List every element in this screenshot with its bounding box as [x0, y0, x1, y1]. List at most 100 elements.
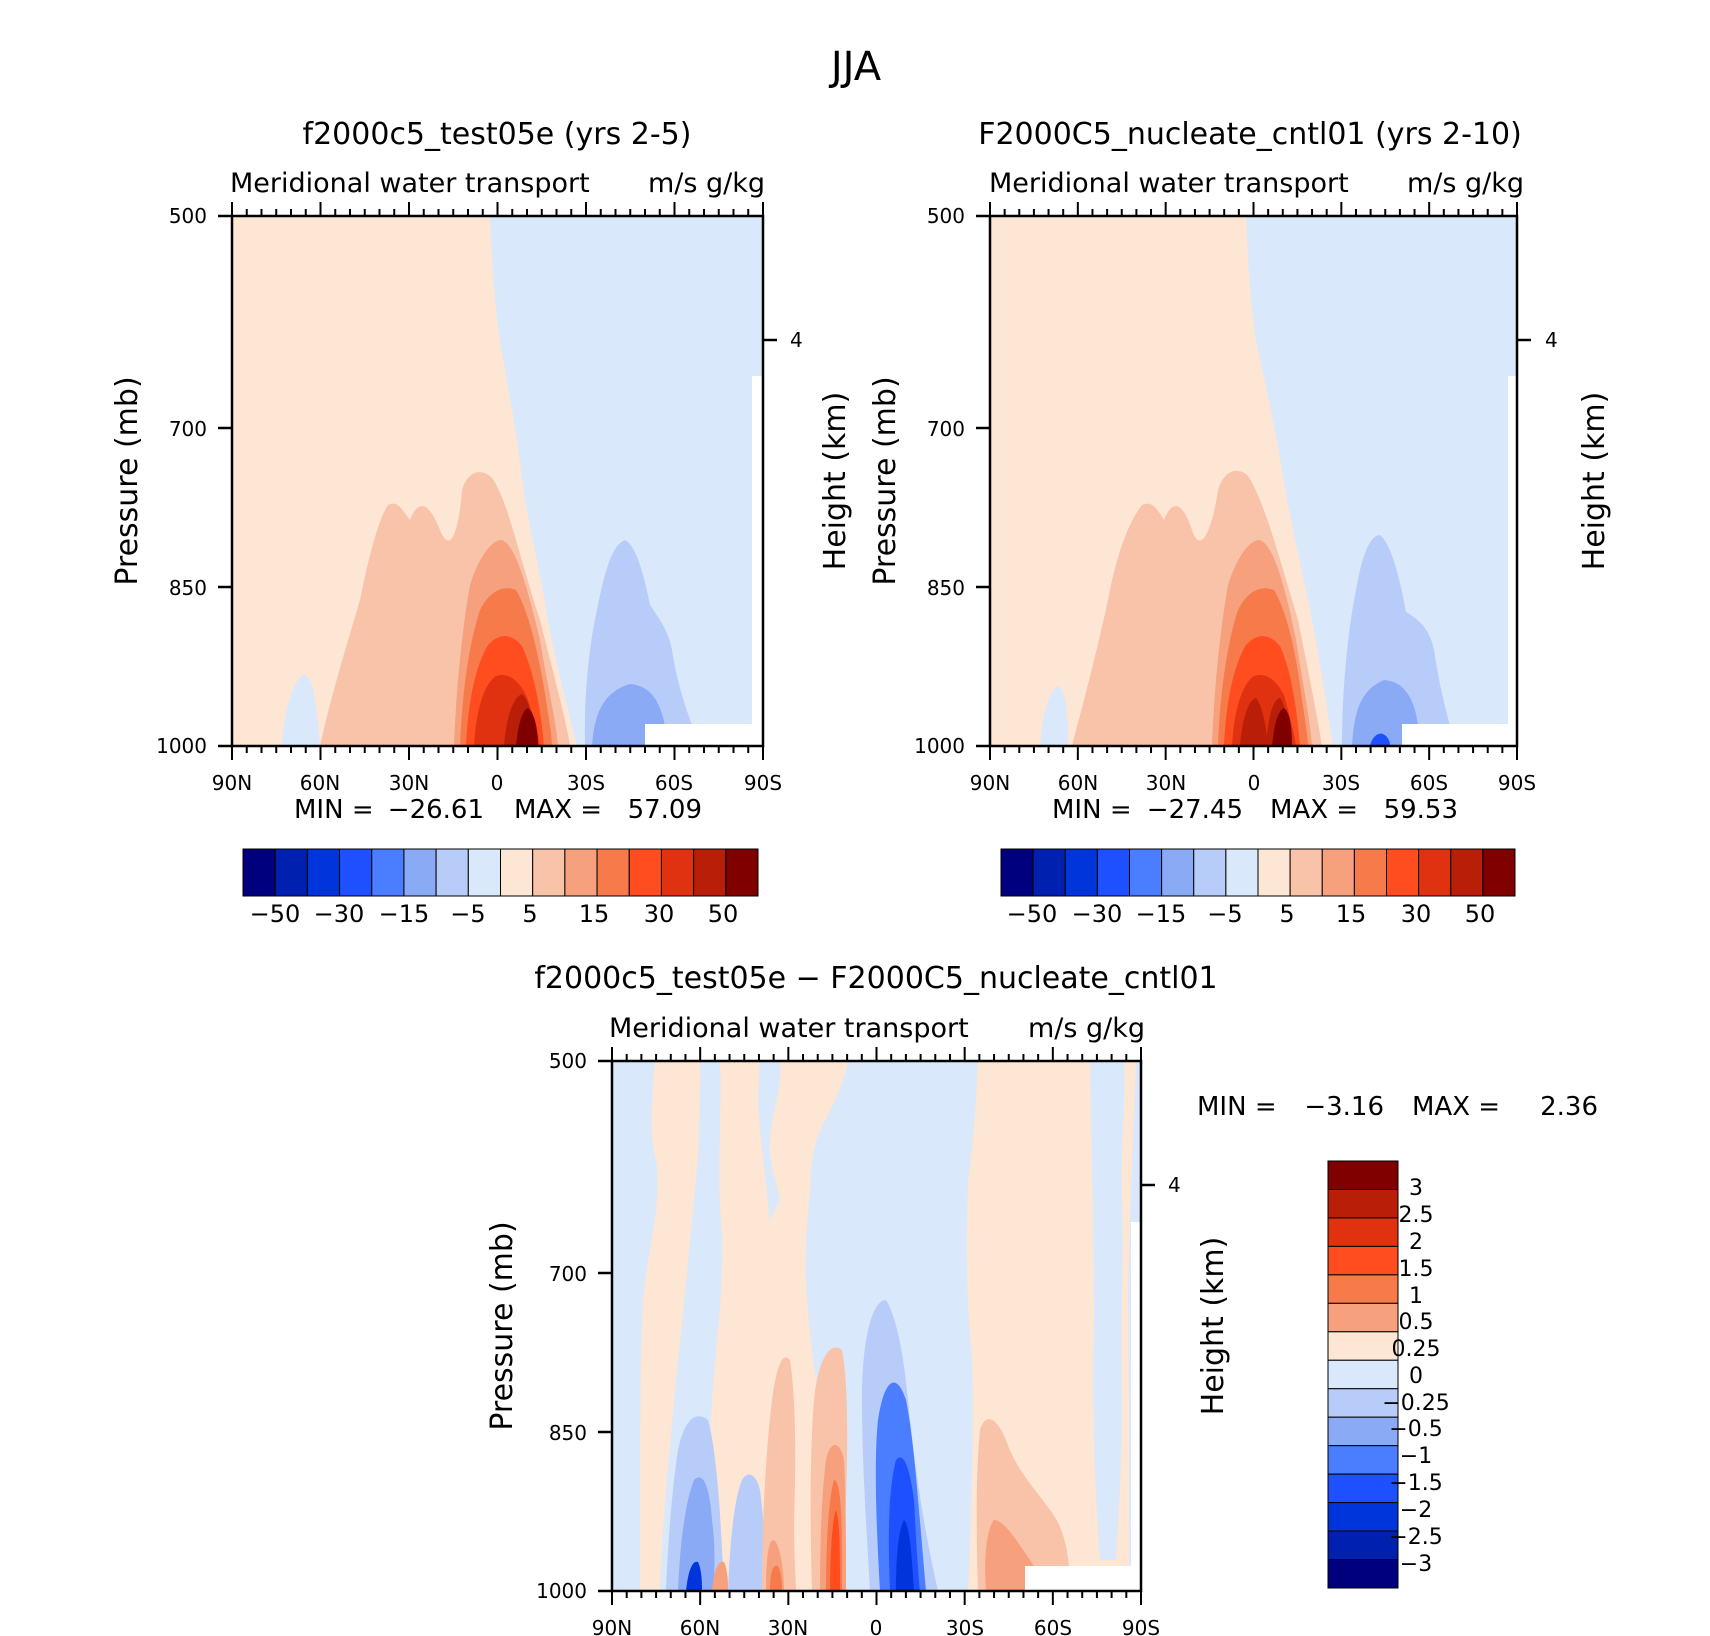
y-tick-label: 850: [169, 576, 207, 600]
contour-fill-small-darkblue: [1370, 733, 1390, 746]
contour-fill-negative-light: [1246, 216, 1517, 746]
colorbar: [1000, 848, 1516, 897]
x-tick-label: 60N: [300, 771, 340, 795]
contour-fill-positive-4: [830, 1510, 840, 1591]
colorbar-swatch: [1327, 1445, 1399, 1475]
contour-fill-negative-light: [612, 1061, 658, 1591]
x-tick-label: 30N: [1146, 771, 1186, 795]
x-tick-label: 90S: [1122, 1616, 1160, 1636]
y-tick-label: 500: [169, 204, 207, 228]
y-ticks: [598, 1059, 612, 1593]
colorbar-swatch: [1386, 848, 1420, 897]
colorbar-swatch: [1327, 1188, 1399, 1219]
colorbar-swatch: [1257, 848, 1291, 897]
colorbar-swatch: [1327, 1559, 1399, 1589]
x-tick-label: 90S: [744, 771, 782, 795]
x-tick-label: 60N: [1058, 771, 1098, 795]
missing-data-mask: [1402, 724, 1517, 746]
colorbar-swatch: [1450, 848, 1484, 897]
contour-fill-negative-light: [1090, 1061, 1125, 1560]
colorbar-label: −0.25: [1382, 1391, 1449, 1416]
colorbar-label: −5: [450, 900, 485, 928]
colorbar-swatch: [660, 848, 695, 897]
colorbar-swatch: [371, 848, 405, 897]
contour-fill-pos-7: [516, 708, 538, 746]
x-tick-label: 30N: [768, 1616, 808, 1636]
y-ticks: [976, 214, 990, 748]
figure-title: JJA: [828, 44, 882, 90]
colorbar-swatch: [1327, 1217, 1399, 1247]
right-axis-label: Height (km): [1577, 392, 1612, 571]
y-tick-label: 500: [549, 1049, 587, 1073]
colorbar-label: 2: [1409, 1230, 1423, 1255]
contour-fill-negative-mid: [728, 1474, 768, 1591]
contour-fill-positive-1: [762, 1357, 796, 1591]
colorbar-swatch: [1327, 1416, 1399, 1447]
max-value: 59.53: [1384, 795, 1458, 825]
panel-subtitle-left: Meridional water transport: [609, 1013, 969, 1044]
colorbar-label: −50: [1007, 900, 1058, 928]
colorbar-swatch: [1327, 1302, 1399, 1333]
colorbar-label: −0.5: [1389, 1417, 1442, 1442]
colorbar-swatch: [1418, 848, 1452, 897]
x-tick-label: 90N: [970, 771, 1010, 795]
panel-subtitle-left: Meridional water transport: [989, 168, 1349, 199]
min-label: MIN =: [1197, 1092, 1277, 1122]
colorbar-swatch: [1129, 848, 1163, 897]
missing-data-mask: [1131, 1222, 1141, 1566]
colorbar-label: 50: [1465, 900, 1496, 928]
panel-subtitle-right: m/s g/kg: [648, 168, 765, 199]
colorbar-swatch: [1327, 1331, 1399, 1361]
missing-data-mask: [752, 376, 763, 724]
colorbar-swatch: [1327, 1245, 1399, 1276]
colorbar-swatch: [403, 848, 437, 897]
missing-data-mask: [1025, 1566, 1141, 1591]
contour-fill-negative-strong: [678, 1477, 715, 1591]
y-tick-label: 700: [927, 417, 965, 441]
colorbar-label: 15: [579, 900, 610, 928]
colorbar-label: 0.5: [1399, 1310, 1434, 1335]
colorbar-label: 0.25: [1392, 1337, 1441, 1362]
colorbar-label: −2: [1400, 1498, 1432, 1523]
colorbar-label: −50: [250, 900, 301, 928]
colorbar-swatch: [1482, 848, 1516, 897]
y-axis-label: Pressure (mb): [110, 376, 145, 585]
y-axis-label: Pressure (mb): [868, 376, 903, 585]
y-tick-label: 700: [549, 1262, 587, 1286]
colorbar-swatch: [1327, 1502, 1399, 1532]
colorbar-swatch: [1327, 1530, 1399, 1561]
x-tick-label: 0: [870, 1616, 883, 1636]
x-tick-label: 30N: [389, 771, 429, 795]
right-tick-label: 4: [1545, 328, 1558, 352]
contour-fill-negative-light: [758, 1061, 781, 1220]
contour-fill-small-blue: [282, 674, 320, 746]
colorbar: [242, 848, 759, 897]
colorbar-label: 5: [522, 900, 537, 928]
panel-title: f2000c5_test05e − F2000C5_nucleate_cntl0…: [534, 961, 1217, 996]
colorbar-label: 2.5: [1399, 1203, 1434, 1228]
missing-data-mask: [1508, 376, 1517, 724]
colorbar-label: −15: [1136, 900, 1187, 928]
x-tick-label: 90N: [212, 771, 252, 795]
right-tick-label: 4: [1168, 1173, 1181, 1197]
contour-field: [232, 216, 763, 746]
panel-difference: f2000c5_test05e − F2000C5_nucleate_cntl0…: [485, 961, 1598, 1636]
colorbar: [1327, 1160, 1399, 1589]
colorbar-swatch: [500, 848, 534, 897]
x-tick-label: 90S: [1498, 771, 1536, 795]
x-ticks: [231, 202, 764, 760]
colorbar-swatch: [532, 848, 566, 897]
colorbar-swatch: [1327, 1274, 1399, 1304]
x-tick-label: 30S: [946, 1616, 984, 1636]
y-tick-label: 1000: [914, 734, 965, 758]
colorbar-label: −2.5: [1389, 1525, 1442, 1550]
colorbar-swatch: [1161, 848, 1195, 897]
colorbar-swatch: [1064, 848, 1098, 897]
colorbar-swatch: [467, 848, 501, 897]
colorbar-label: −3: [1400, 1552, 1432, 1577]
min-value: −3.16: [1304, 1092, 1384, 1122]
max-value: 57.09: [628, 795, 702, 825]
y-tick-label: 850: [927, 576, 965, 600]
colorbar-swatch: [1000, 848, 1034, 897]
colorbar-label: −5: [1207, 900, 1242, 928]
